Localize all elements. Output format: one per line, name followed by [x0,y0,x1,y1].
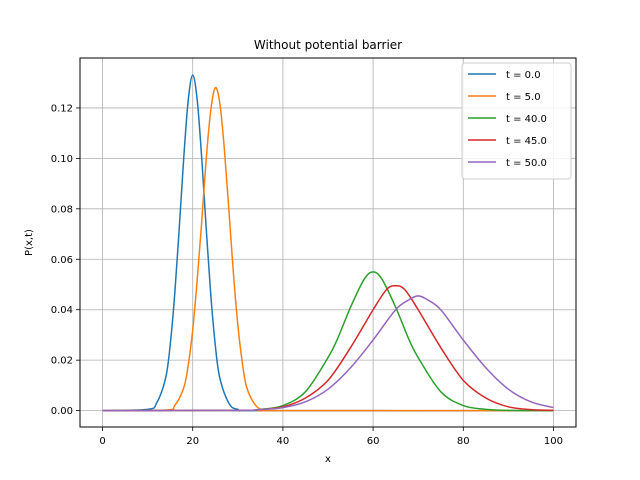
y-tick-label: 0.04 [51,305,73,316]
series-line-4 [102,295,554,412]
x-tick-label: 100 [544,436,563,447]
y-tick-label: 0.02 [51,356,73,367]
x-tick-label: 20 [186,436,199,447]
legend-label: t = 5.0 [506,92,541,103]
legend-label: t = 45.0 [506,136,547,147]
y-tick-label: 0.12 [51,103,73,114]
x-tick-label: 60 [367,436,380,447]
legend-box [461,62,572,180]
chart-title: Without potential barrier [254,38,402,52]
x-tick-label: 40 [277,436,290,447]
grid [80,58,576,427]
ticks: 0 20 40 60 80 100 0.00 0.02 0.04 0.06 0.08 0.10 0.12 [51,103,563,447]
x-axis-label: x [325,454,331,465]
y-tick-label: 0.00 [51,406,73,417]
legend-label: t = 0.0 [506,70,541,81]
series-line-1 [102,86,554,412]
y-axis-label: P(x,t) [24,229,35,256]
x-tick-label: 80 [457,436,470,447]
series-lines [102,74,554,412]
legend-label: t = 40.0 [506,114,547,125]
axes-frame [79,57,577,428]
series-line-2 [102,271,554,412]
y-tick-label: 0.10 [51,154,73,165]
y-tick-label: 0.08 [51,204,73,215]
legend: t = 0.0 t = 5.0 t = 40.0 t = 45.0 t = 50.0 [461,62,572,180]
legend-label: t = 50.0 [506,158,547,169]
series-line-0 [102,74,554,412]
y-tick-label: 0.06 [51,255,73,266]
x-tick-label: 0 [99,436,105,447]
